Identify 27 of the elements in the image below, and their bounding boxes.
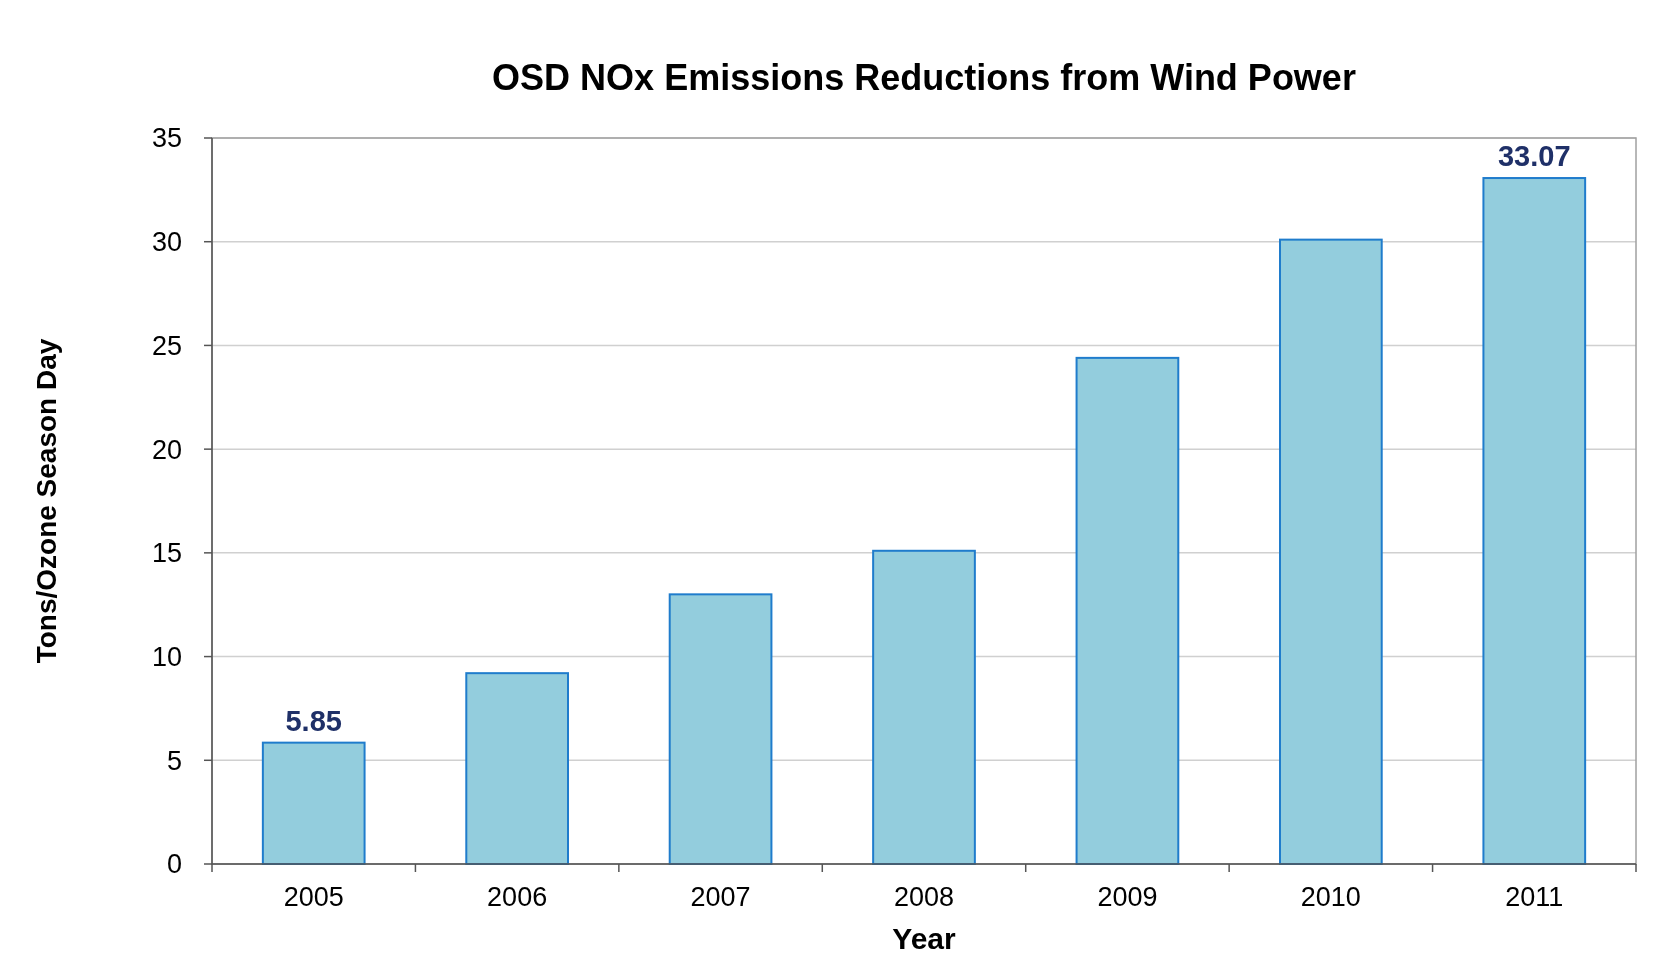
- bar: [1279, 238, 1383, 865]
- x-tick-label: 2009: [1097, 882, 1158, 912]
- y-tick-label: 35: [151, 123, 182, 154]
- x-tick-label: 2008: [893, 882, 955, 912]
- y-tick-label: 15: [151, 538, 182, 569]
- y-axis-title: Tons/Ozone Season Day: [31, 338, 62, 664]
- y-tick-label: 0: [166, 849, 182, 880]
- bar: [872, 549, 976, 865]
- x-tick-label: 2011: [1505, 882, 1564, 912]
- data-label: 33.07: [1498, 140, 1571, 173]
- y-tick-label: 25: [151, 330, 182, 361]
- bar: [1482, 177, 1587, 865]
- bar: [668, 593, 773, 865]
- y-tick-label: 5: [166, 745, 182, 776]
- chart-title: OSD NOx Emissions Reductions from Wind Power: [492, 57, 1356, 98]
- y-tick-label: 20: [151, 434, 182, 465]
- x-tick-label: 2007: [690, 882, 751, 912]
- y-tick-label: 30: [151, 227, 182, 258]
- y-tick-label: 10: [151, 642, 182, 673]
- bar: [1075, 356, 1180, 865]
- x-tick-label: 2010: [1300, 882, 1361, 912]
- x-tick-label: 2005: [283, 882, 344, 912]
- bar: [465, 672, 569, 865]
- bar: [261, 741, 366, 865]
- data-label: 5.85: [285, 704, 342, 737]
- x-axis-title: Year: [892, 922, 957, 955]
- x-tick-label: 2006: [487, 882, 548, 912]
